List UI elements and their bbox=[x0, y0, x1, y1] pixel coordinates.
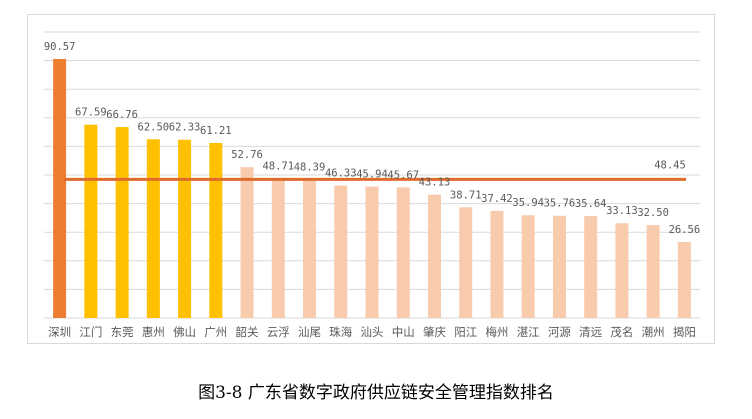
data-label: 46.33 bbox=[325, 167, 357, 179]
data-label: 62.50 bbox=[138, 121, 170, 133]
category-label: 茂名 bbox=[610, 325, 633, 339]
bar bbox=[303, 179, 317, 318]
average-line-group: 48.45 bbox=[64, 159, 686, 181]
bar bbox=[53, 58, 67, 319]
data-label: 35.76 bbox=[544, 198, 576, 210]
data-label: 35.94 bbox=[512, 197, 544, 209]
average-line-label: 48.45 bbox=[654, 159, 686, 171]
data-label: 90.57 bbox=[44, 41, 76, 53]
category-label: 揭阳 bbox=[673, 325, 696, 339]
bar bbox=[209, 142, 223, 318]
bar bbox=[271, 178, 285, 318]
category-label: 河源 bbox=[548, 325, 571, 339]
data-label: 32.50 bbox=[637, 207, 669, 219]
category-labels: 深圳 江门 东莞 惠州 佛山 广州 韶关 云浮 汕尾 珠海 汕头 中山 肇庆 阳江 梅州 湛江 河源 清远 茂名 潮州… bbox=[48, 325, 696, 339]
bar bbox=[490, 210, 504, 318]
category-label: 佛山 bbox=[173, 325, 196, 339]
bars bbox=[53, 58, 691, 319]
data-label: 52.76 bbox=[231, 149, 263, 161]
category-label: 韶关 bbox=[236, 325, 259, 339]
bar bbox=[240, 167, 254, 318]
figure-caption: 图3-8 广东省数字政府供应链安全管理指数排名 bbox=[198, 383, 554, 403]
bar bbox=[396, 187, 410, 318]
category-label: 深圳 bbox=[48, 325, 71, 339]
data-label: 48.71 bbox=[262, 161, 294, 173]
bar bbox=[365, 186, 379, 318]
category-label: 汕头 bbox=[361, 325, 384, 339]
data-label: 45.67 bbox=[387, 169, 419, 181]
bar bbox=[178, 139, 192, 318]
bar bbox=[334, 185, 348, 318]
category-label: 肇庆 bbox=[423, 325, 446, 339]
category-label: 清远 bbox=[579, 325, 602, 339]
data-label: 48.39 bbox=[294, 162, 326, 174]
bar bbox=[459, 207, 473, 318]
data-label: 43.13 bbox=[419, 177, 451, 189]
category-label: 中山 bbox=[392, 325, 415, 339]
bar bbox=[646, 225, 660, 318]
category-label: 东莞 bbox=[111, 325, 134, 339]
data-label: 35.64 bbox=[575, 198, 607, 210]
data-label: 62.33 bbox=[169, 122, 201, 134]
data-label: 61.21 bbox=[200, 125, 232, 137]
chart-frame: 48.45 90.57 67.59 66.76 62.50 62.33 61.21 52.7… bbox=[27, 14, 715, 344]
bar bbox=[146, 139, 160, 318]
bar bbox=[584, 216, 598, 318]
category-label: 潮州 bbox=[642, 325, 665, 339]
bar bbox=[84, 124, 98, 318]
category-label: 云浮 bbox=[267, 325, 290, 339]
category-label: 汕尾 bbox=[298, 325, 321, 339]
data-label: 33.13 bbox=[606, 205, 638, 217]
data-label: 66.76 bbox=[106, 109, 138, 121]
category-label: 湛江 bbox=[517, 325, 540, 339]
category-label: 梅州 bbox=[485, 325, 508, 339]
category-label: 阳江 bbox=[454, 325, 477, 339]
data-label: 67.59 bbox=[75, 107, 107, 119]
data-label: 38.71 bbox=[450, 189, 482, 201]
data-label: 37.42 bbox=[481, 193, 513, 205]
data-label: 45.94 bbox=[356, 169, 388, 181]
category-label: 江门 bbox=[79, 325, 102, 339]
bar bbox=[677, 242, 691, 318]
bar bbox=[115, 127, 129, 318]
bar bbox=[427, 194, 441, 318]
category-label: 广州 bbox=[204, 325, 227, 339]
category-label: 珠海 bbox=[329, 325, 352, 339]
bar bbox=[521, 215, 535, 318]
category-label: 惠州 bbox=[142, 325, 165, 339]
bar bbox=[552, 215, 566, 318]
data-label: 26.56 bbox=[669, 224, 701, 236]
bar bbox=[615, 223, 629, 318]
